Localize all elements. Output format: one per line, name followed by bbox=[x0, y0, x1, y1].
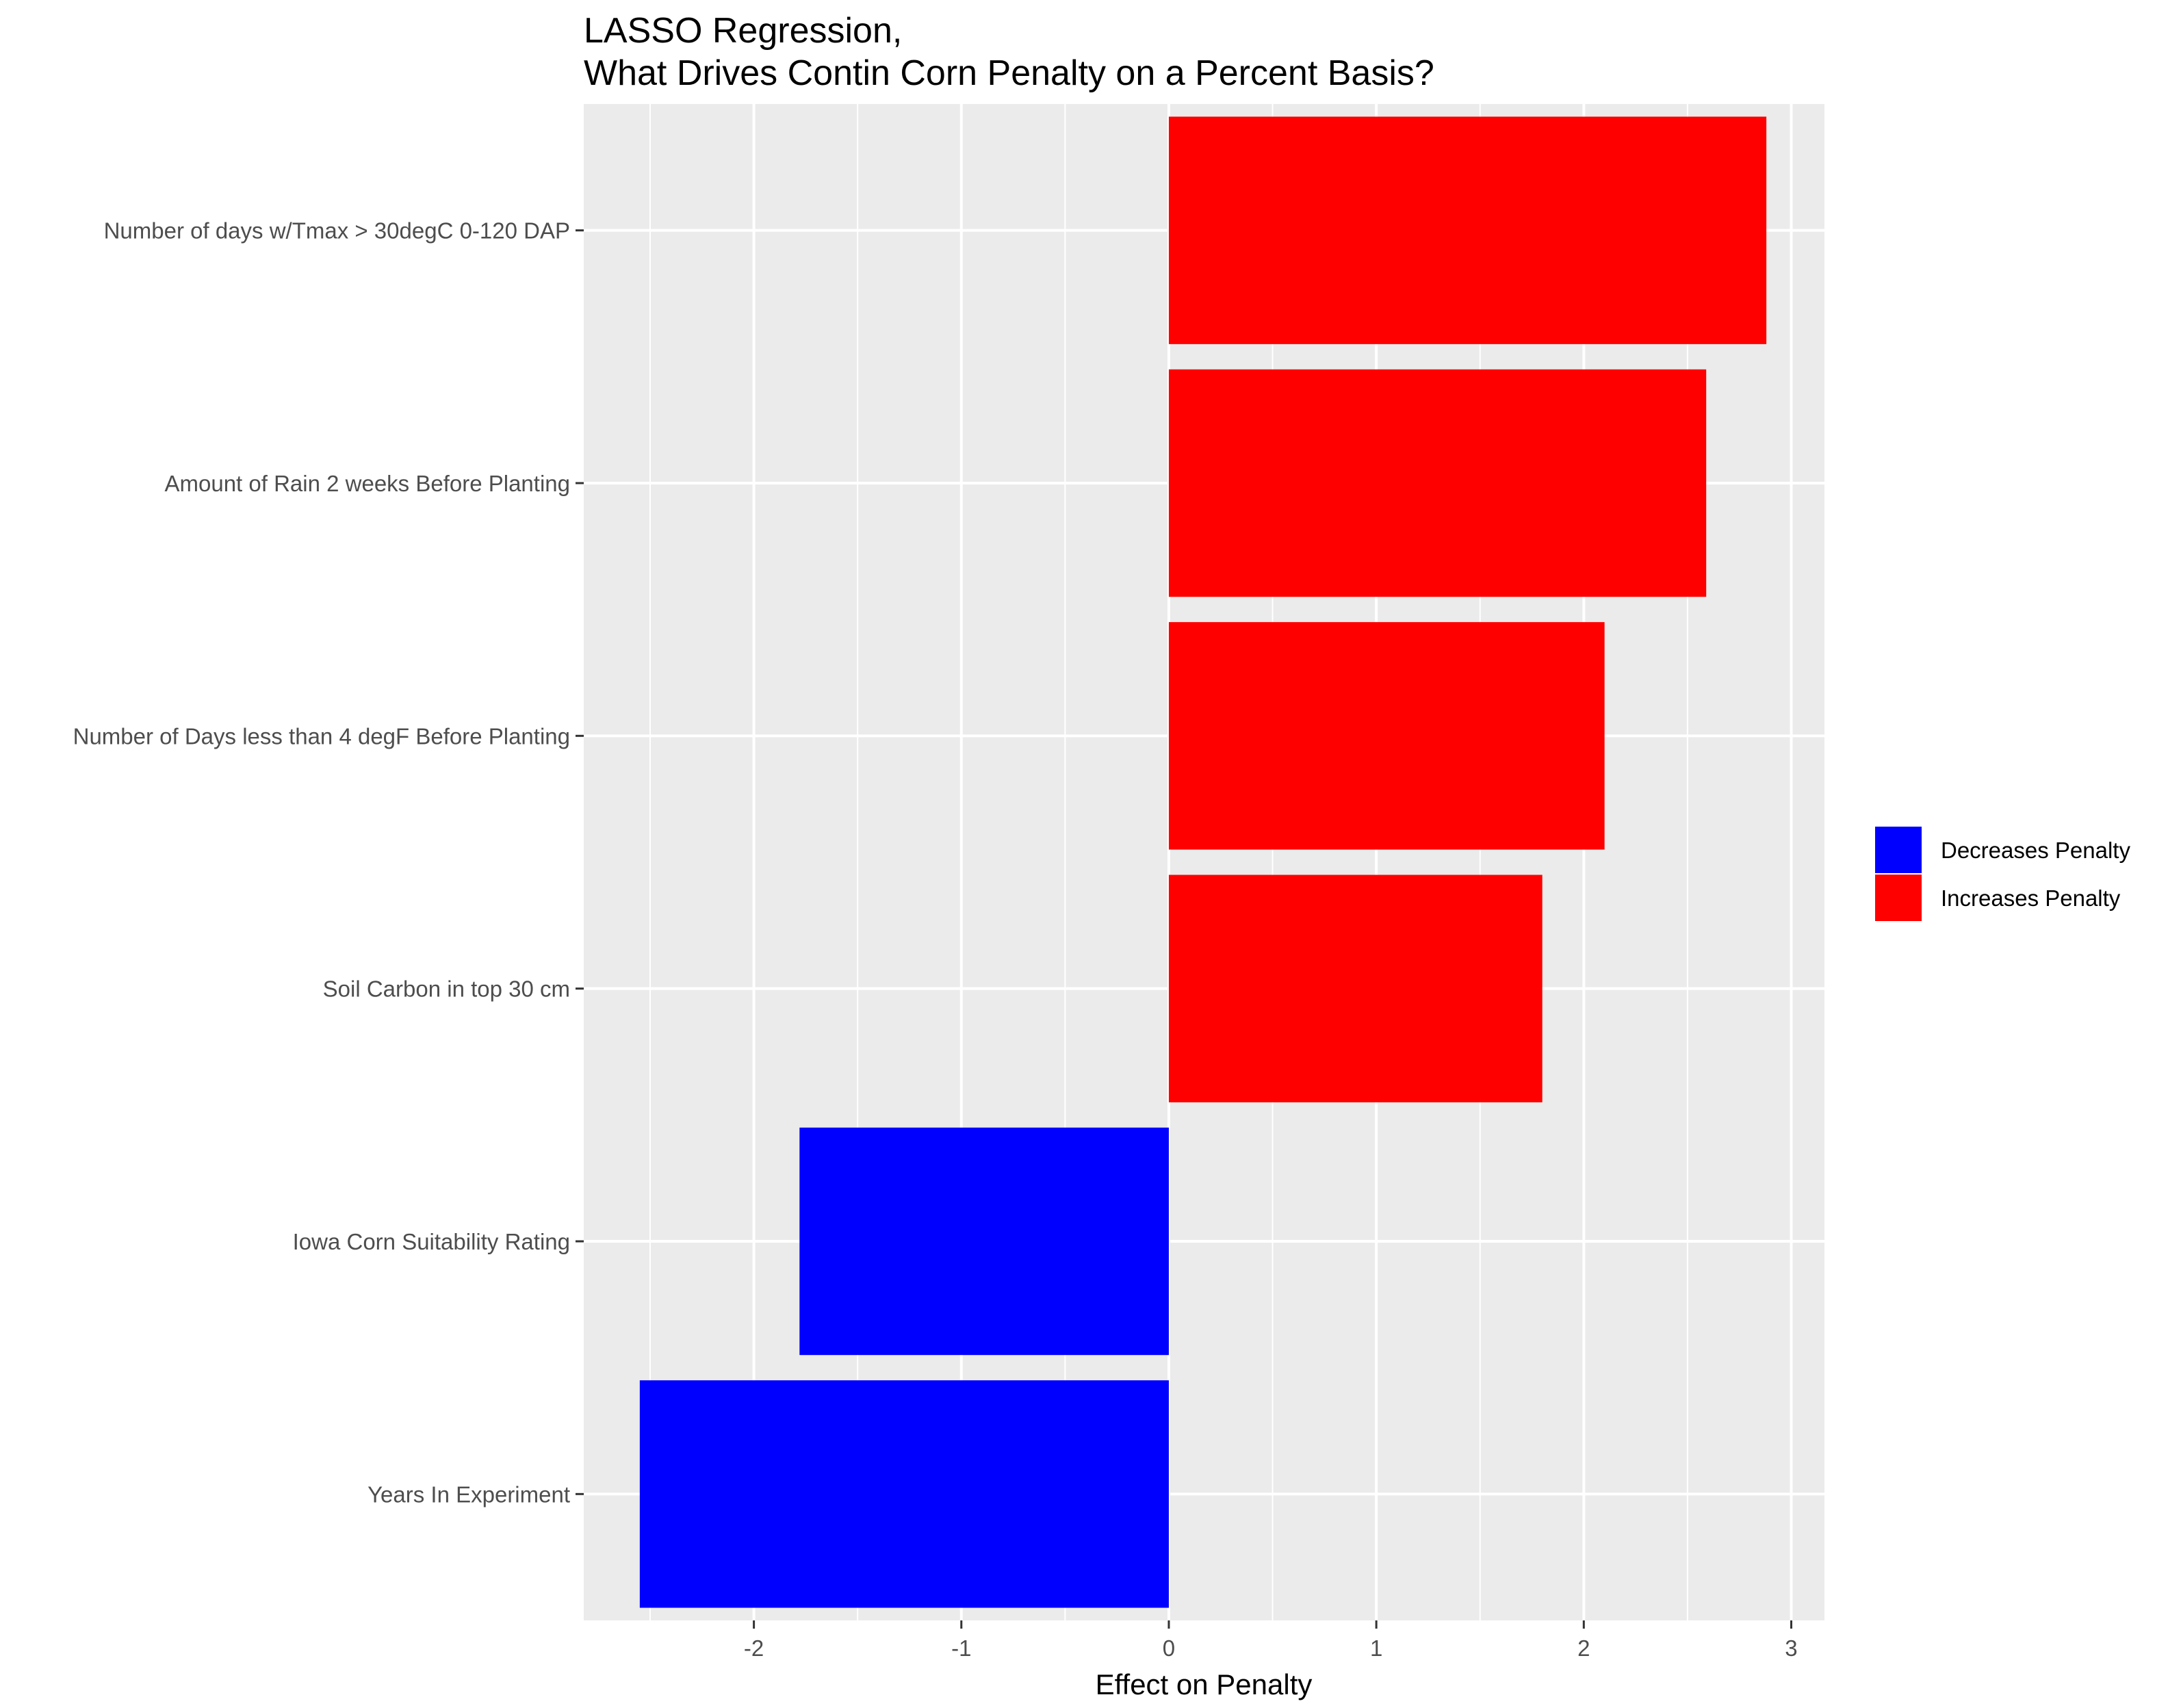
y-tick-label: Soil Carbon in top 30 cm bbox=[323, 976, 570, 1002]
legend-key bbox=[1875, 875, 1922, 921]
legend: Decreases Penalty Increases Penalty bbox=[1875, 827, 2130, 921]
legend-label: Decreases Penalty bbox=[1941, 838, 2130, 863]
y-tick-label: Iowa Corn Suitability Rating bbox=[293, 1229, 570, 1254]
y-axis: Number of days w/Tmax > 30degC 0-120 DAP… bbox=[73, 218, 584, 1507]
x-tick-label: 2 bbox=[1577, 1635, 1590, 1661]
y-tick-label: Years In Experiment bbox=[367, 1481, 570, 1507]
y-tick-label: Number of Days less than 4 degF Before P… bbox=[73, 723, 570, 749]
bar-1 bbox=[1168, 369, 1707, 597]
x-tick-label: 0 bbox=[1163, 1635, 1175, 1661]
x-tick-label: -1 bbox=[951, 1635, 971, 1661]
bars bbox=[639, 116, 1767, 1608]
bar-3 bbox=[1168, 875, 1543, 1102]
chart-title-line-2: What Drives Contin Corn Penalty on a Per… bbox=[584, 53, 1434, 93]
y-tick-label: Amount of Rain 2 weeks Before Planting bbox=[164, 471, 570, 496]
plot-panel bbox=[584, 104, 1824, 1620]
legend-label: Increases Penalty bbox=[1941, 885, 2121, 911]
bar-4 bbox=[799, 1127, 1169, 1356]
x-tick-label: 1 bbox=[1370, 1635, 1382, 1661]
bar-0 bbox=[1168, 116, 1767, 344]
x-axis: -2 -1 0 1 2 3 bbox=[744, 1620, 1798, 1661]
bar-2 bbox=[1168, 622, 1605, 850]
x-tick-label: -2 bbox=[744, 1635, 764, 1661]
x-tick-label: 3 bbox=[1785, 1635, 1797, 1661]
grid-minor bbox=[649, 104, 1688, 1620]
bar-5 bbox=[639, 1380, 1169, 1608]
chart-title-line-1: LASSO Regression, bbox=[584, 11, 902, 51]
y-tick-label: Number of days w/Tmax > 30degC 0-120 DAP bbox=[104, 218, 570, 244]
x-axis-label: Effect on Penalty bbox=[1096, 1668, 1313, 1700]
legend-key bbox=[1875, 827, 1922, 873]
